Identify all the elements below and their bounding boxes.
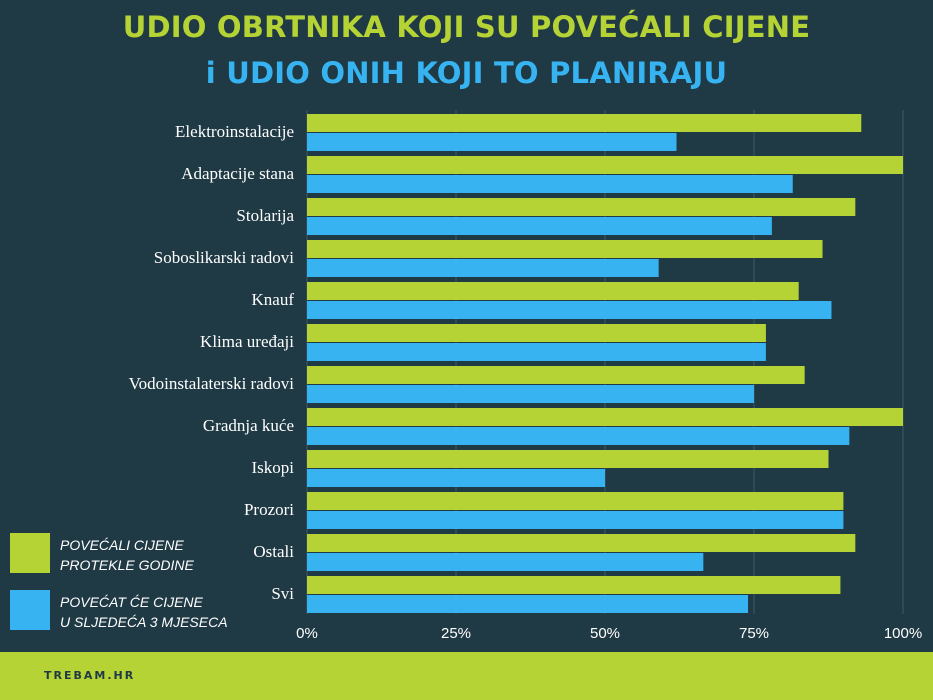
x-tick-label: 50% <box>590 625 620 642</box>
bar-increased <box>307 450 829 468</box>
bar-increased <box>307 240 823 258</box>
bar-will-increase <box>307 511 844 529</box>
x-tick-label: 75% <box>739 625 769 642</box>
category-label: Soboslikarski radovi <box>154 248 295 267</box>
bar-increased <box>307 366 805 384</box>
bar-will-increase <box>307 553 704 571</box>
legend-label-line-2: PROTEKLE GODINE <box>60 557 194 573</box>
bar-increased <box>307 492 844 510</box>
category-labels: Elektroinstalacije Adaptacije stana Stolar… <box>129 122 295 603</box>
category-label: Prozori <box>244 500 294 519</box>
category-label: Gradnja kuće <box>203 416 294 435</box>
bar-will-increase <box>307 385 754 403</box>
bar-increased <box>307 576 841 594</box>
legend-label: POVEĆAT ĆE CIJENE U SLJEDEĆA 3 MJESECA <box>60 592 280 632</box>
bar-increased <box>307 156 903 174</box>
bar-increased <box>307 324 766 342</box>
x-tick-label: 0% <box>296 625 318 642</box>
legend-swatch-blue <box>10 590 50 630</box>
x-tick-label: 100% <box>884 625 922 642</box>
bar-will-increase <box>307 301 832 319</box>
legend-label: POVEĆALI CIJENE PROTEKLE GODINE <box>60 535 280 575</box>
category-label: Ostali <box>253 542 294 561</box>
footer-brand: TREBAM.HR <box>44 669 136 682</box>
x-tick-label: 25% <box>441 625 471 642</box>
legend-label-line-2: U SLJEDEĆA 3 MJESECA <box>60 614 228 630</box>
chart-title-line-1: UDIO OBRTNIKA KOJI SU POVEĆALI CIJENE <box>122 10 811 44</box>
category-label: Knauf <box>252 290 295 309</box>
bar-increased <box>307 198 856 216</box>
bar-will-increase <box>307 469 605 487</box>
category-label: Iskopi <box>252 458 295 477</box>
bar-will-increase <box>307 133 677 151</box>
legend-label-line-1: POVEĆALI CIJENE <box>60 537 184 553</box>
bar-chart: Elektroinstalacije Adaptacije stana Stolar… <box>129 110 922 642</box>
legend-swatch-green <box>10 533 50 573</box>
grid-lines <box>306 110 904 614</box>
bar-will-increase <box>307 343 766 361</box>
bar-increased <box>307 282 799 300</box>
legend-label-line-1: POVEĆAT ĆE CIJENE <box>60 594 203 610</box>
category-label: Adaptacije stana <box>181 164 294 183</box>
category-label: Elektroinstalacije <box>175 122 294 141</box>
bar-will-increase <box>307 595 749 613</box>
footer-bar: TREBAM.HR <box>0 652 933 700</box>
category-label: Vodoinstalaterski radovi <box>129 374 295 393</box>
bar-increased <box>307 114 862 132</box>
x-tick-labels: 0% 25% 50% 75% 100% <box>296 625 922 642</box>
bar-will-increase <box>307 259 659 277</box>
bar-will-increase <box>307 217 772 235</box>
bar-will-increase <box>307 175 793 193</box>
bar-will-increase <box>307 427 850 445</box>
chart-title-line-2: i UDIO ONIH KOJI TO PLANIRAJU <box>205 56 728 90</box>
bar-increased <box>307 408 903 426</box>
bar-increased <box>307 534 856 552</box>
category-label: Klima uređaji <box>200 332 294 351</box>
category-label: Svi <box>271 584 294 603</box>
category-label: Stolarija <box>236 206 294 225</box>
bars <box>307 114 903 613</box>
